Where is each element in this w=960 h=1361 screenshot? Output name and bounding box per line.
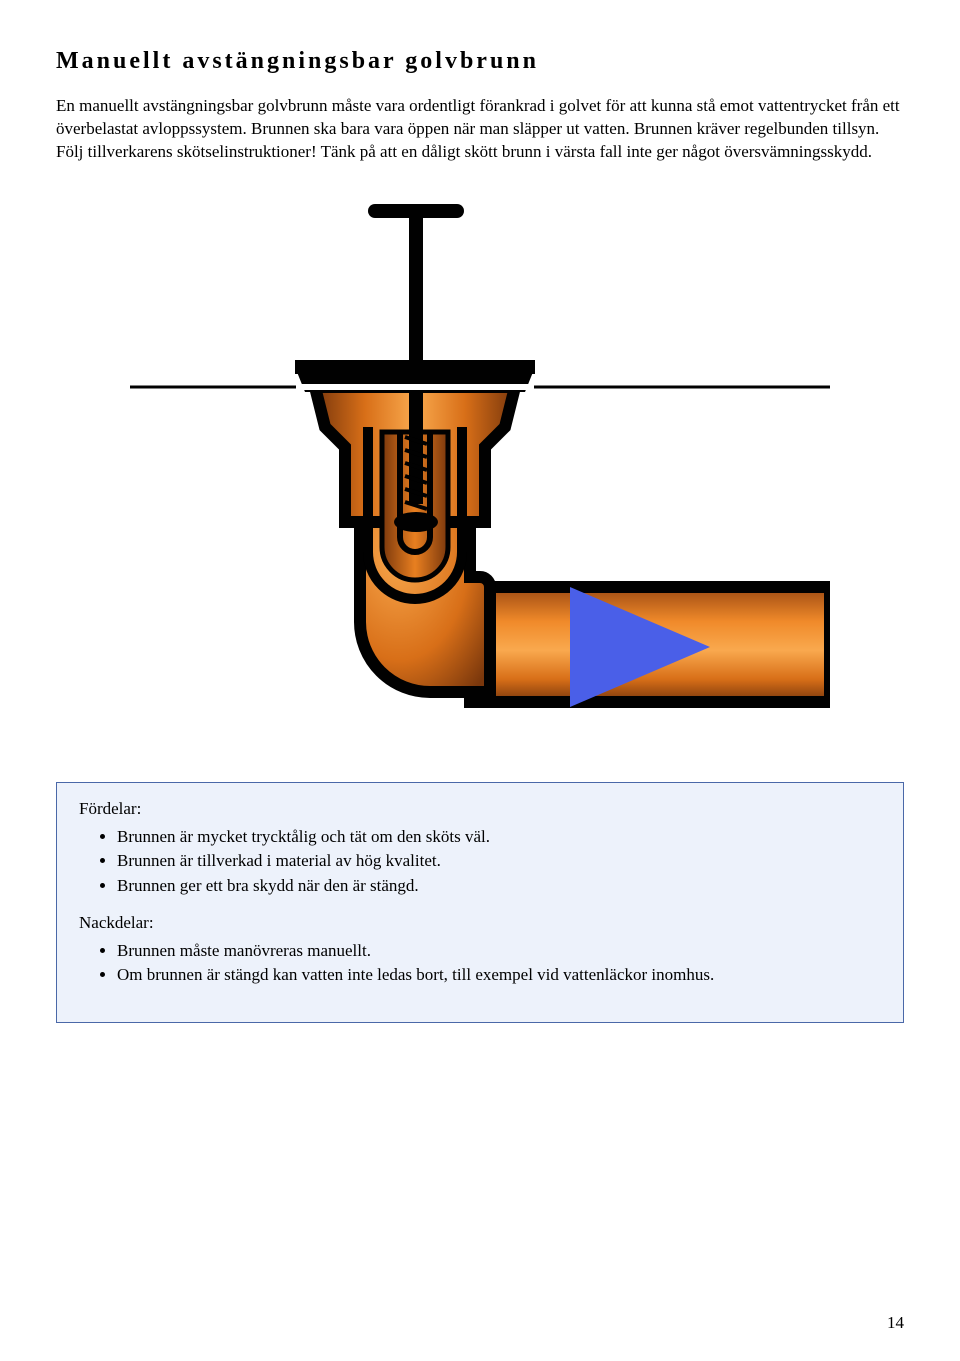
nackdelar-list: Brunnen måste manövreras manuellt. Om br… [79,939,881,988]
nackdelar-label: Nackdelar: [79,913,881,933]
list-item: Brunnen är tillverkad i material av hög … [117,849,881,874]
list-item: Brunnen är mycket trycktålig och tät om … [117,825,881,850]
fordelar-label: Fördelar: [79,799,881,819]
valve-stem [409,214,423,504]
page-number: 14 [887,1313,904,1333]
page-title: Manuellt avstängningsbar golvbrunn [56,48,904,75]
list-item: Om brunnen är stängd kan vatten inte led… [117,963,881,988]
valve-handle [368,204,464,218]
valve-seat [394,512,438,532]
fordelar-list: Brunnen är mycket trycktålig och tät om … [79,825,881,899]
intro-paragraph: En manuellt avstängningsbar golvbrunn må… [56,95,904,164]
list-item: Brunnen måste manövreras manuellt. [117,939,881,964]
list-item: Brunnen ger ett bra skydd när den är stä… [117,874,881,899]
pros-cons-box: Fördelar: Brunnen är mycket trycktålig o… [56,782,904,1023]
floor-drain-figure [130,192,830,742]
